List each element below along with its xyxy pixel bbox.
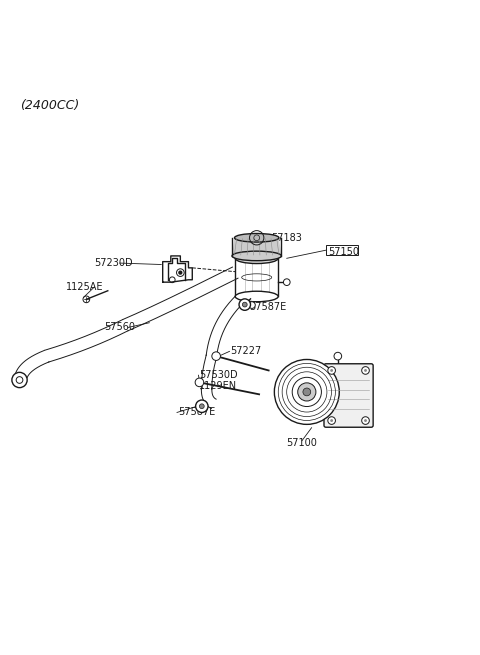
Ellipse shape bbox=[234, 233, 279, 242]
Circle shape bbox=[239, 299, 251, 310]
Circle shape bbox=[364, 419, 367, 422]
Circle shape bbox=[334, 352, 342, 360]
Text: 57183: 57183 bbox=[271, 233, 302, 243]
Circle shape bbox=[275, 360, 339, 424]
Circle shape bbox=[298, 383, 316, 401]
Text: 57100: 57100 bbox=[287, 438, 317, 448]
Circle shape bbox=[179, 271, 182, 274]
Ellipse shape bbox=[232, 251, 281, 261]
Circle shape bbox=[199, 404, 204, 409]
Circle shape bbox=[328, 417, 336, 424]
Text: 57530D: 57530D bbox=[199, 370, 238, 380]
Text: 1129EN: 1129EN bbox=[199, 381, 238, 391]
Ellipse shape bbox=[235, 253, 278, 263]
Polygon shape bbox=[235, 258, 278, 297]
Text: 57227: 57227 bbox=[230, 346, 262, 356]
Circle shape bbox=[12, 372, 27, 388]
Circle shape bbox=[362, 367, 369, 374]
Circle shape bbox=[83, 296, 90, 303]
Text: 57587E: 57587E bbox=[178, 407, 215, 417]
FancyBboxPatch shape bbox=[324, 364, 373, 427]
Circle shape bbox=[364, 369, 367, 372]
Circle shape bbox=[283, 279, 290, 286]
Text: 57150: 57150 bbox=[328, 247, 360, 257]
Bar bbox=[326, 246, 359, 255]
Text: 1125AE: 1125AE bbox=[66, 282, 103, 292]
Circle shape bbox=[362, 417, 369, 424]
Circle shape bbox=[303, 388, 311, 396]
Circle shape bbox=[328, 367, 336, 374]
Polygon shape bbox=[232, 238, 281, 256]
Text: (2400CC): (2400CC) bbox=[21, 100, 80, 113]
Text: 57587E: 57587E bbox=[250, 302, 287, 312]
Circle shape bbox=[195, 378, 204, 386]
Circle shape bbox=[249, 302, 255, 309]
Circle shape bbox=[330, 419, 333, 422]
Circle shape bbox=[330, 369, 333, 372]
Text: 57230D: 57230D bbox=[95, 258, 133, 268]
Text: 57560: 57560 bbox=[104, 322, 135, 333]
Ellipse shape bbox=[235, 291, 278, 302]
Circle shape bbox=[242, 302, 247, 307]
Circle shape bbox=[212, 352, 220, 360]
Circle shape bbox=[196, 400, 208, 413]
